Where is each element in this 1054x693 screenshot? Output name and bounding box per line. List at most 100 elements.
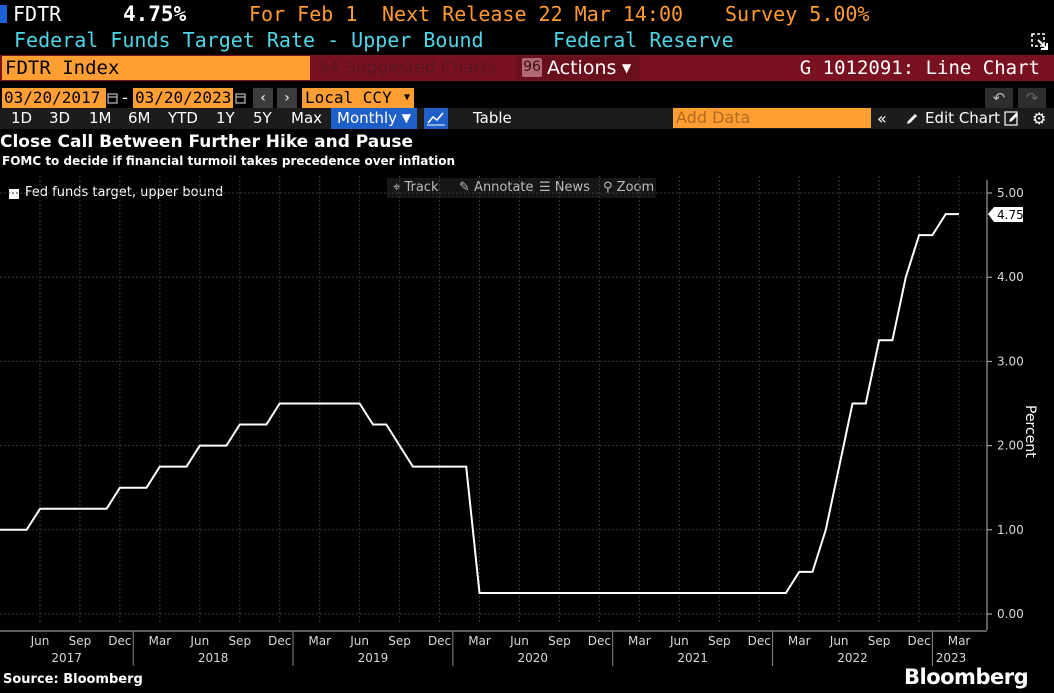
x-tick-month: Dec — [108, 634, 131, 648]
actions-menu-label: Actions — [547, 57, 617, 79]
start-date-field[interactable]: 03/20/2017 — [2, 88, 106, 108]
x-tick-month: Mar — [149, 634, 172, 648]
y-tick-label: 1.00 — [997, 523, 1024, 537]
y-tick-label: 2.00 — [997, 439, 1024, 453]
x-tick-month: Sep — [388, 634, 411, 648]
x-tick-year: 2020 — [518, 651, 549, 665]
y-tick-label: 4.00 — [997, 270, 1024, 284]
x-tick-month: Jun — [349, 634, 369, 648]
y-tick-label: 0.00 — [997, 607, 1024, 621]
pencil-icon[interactable] — [1004, 111, 1020, 127]
period-3d[interactable]: 3D — [49, 109, 71, 127]
x-tick-month: Dec — [907, 634, 930, 648]
x-tick-month: Mar — [468, 634, 491, 648]
currency-select[interactable]: Local CCY ▼ — [302, 88, 414, 108]
caret-down-icon: ▼ — [401, 111, 411, 125]
x-tick-month: Dec — [748, 634, 771, 648]
last-value-label: 4.75 — [997, 208, 1024, 222]
period-1m[interactable]: 1M — [89, 109, 112, 127]
legend-swatch — [9, 189, 19, 199]
ticker[interactable]: FDTR — [13, 2, 62, 26]
y-axis-label: Percent — [1022, 405, 1038, 458]
source-organization: Federal Reserve — [553, 28, 734, 52]
last-value: 4.75% — [123, 2, 187, 26]
next-release-label: Next Release 22 Mar 14:00 — [382, 2, 684, 26]
x-tick-month: Dec — [588, 634, 611, 648]
crosshair-icon: ⌖ — [393, 180, 401, 195]
x-tick-year: 2023 — [936, 651, 967, 665]
last-value-box — [988, 207, 1023, 223]
x-tick-month: Mar — [308, 634, 331, 648]
x-tick-month: Mar — [948, 634, 971, 648]
x-tick-month: Sep — [868, 634, 891, 648]
x-tick-year: 2022 — [837, 651, 868, 665]
last-value-marker: 4.75 — [988, 207, 1024, 223]
gear-icon[interactable]: ⚙ — [1032, 109, 1047, 128]
line-chart-icon[interactable] — [424, 108, 448, 129]
zoom-icon: ⚲ — [603, 180, 613, 195]
news-tool[interactable]: ☰ News — [539, 179, 590, 197]
security-description: Federal Funds Target Rate - Upper Bound — [14, 28, 484, 52]
redo-icon[interactable]: ↷ — [1018, 88, 1046, 108]
chart-axes — [0, 180, 988, 666]
for-date-label: For Feb 1 — [249, 2, 358, 26]
caret-down-icon: ▼ — [622, 61, 632, 75]
x-tick-month: Jun — [829, 634, 849, 648]
chevron-left-icon[interactable]: ‹ — [253, 88, 273, 108]
x-tick-month: Sep — [548, 634, 571, 648]
frequency-value: Monthly — [337, 109, 398, 127]
chart-subtitle: FOMC to decide if financial turmoil take… — [2, 154, 456, 168]
annotate-icon: ✎ — [459, 180, 470, 195]
survey-label: Survey 5.00% — [725, 2, 870, 26]
x-tick-year: 2021 — [677, 651, 708, 665]
news-label: News — [554, 180, 590, 195]
pencil-icon — [907, 114, 917, 124]
annotate-label: Annotate — [474, 180, 534, 195]
annotate-tool[interactable]: ✎ Annotate — [459, 179, 534, 197]
news-icon: ☰ — [539, 180, 551, 195]
chevron-right-icon[interactable]: › — [277, 88, 297, 108]
calendar-icon[interactable] — [235, 91, 246, 105]
frequency-select[interactable]: Monthly ▼ — [331, 108, 417, 129]
security-input[interactable]: FDTR Index — [2, 56, 310, 80]
add-data-input[interactable]: Add Data — [673, 108, 871, 128]
x-tick-month: Dec — [428, 634, 451, 648]
table-button[interactable]: Table — [473, 109, 512, 127]
x-tick-month: Dec — [268, 634, 291, 648]
y-tick-label: 3.00 — [997, 354, 1024, 368]
period-5y[interactable]: 5Y — [253, 109, 272, 127]
popout-icon[interactable] — [1030, 32, 1050, 52]
edit-chart-button[interactable]: Edit Chart — [925, 109, 1001, 127]
x-tick-month: Sep — [69, 634, 92, 648]
end-date-field[interactable]: 03/20/2023 — [133, 88, 233, 108]
period-1d[interactable]: 1D — [11, 109, 33, 127]
period-ytd[interactable]: YTD — [168, 109, 198, 127]
chart-title: Close Call Between Further Hike and Paus… — [0, 132, 414, 152]
x-tick-month: Mar — [788, 634, 811, 648]
x-tick-month: Jun — [669, 634, 689, 648]
x-tick-year: 2019 — [358, 651, 389, 665]
bloomberg-logo: Bloomberg — [904, 665, 1029, 689]
period-1y[interactable]: 1Y — [216, 109, 235, 127]
period-6m[interactable]: 6M — [128, 109, 151, 127]
track-label: Track — [404, 180, 439, 195]
x-tick-year: 2017 — [51, 651, 82, 665]
suggested-charts-button[interactable]: 94 Suggested Charts — [318, 58, 497, 78]
x-tick-month: Sep — [228, 634, 251, 648]
series-line-fed-funds — [0, 213, 959, 594]
x-tick-month: Mar — [628, 634, 651, 648]
date-separator: - — [122, 88, 128, 107]
zoom-tool[interactable]: ⚲ Zoom — [603, 179, 654, 197]
currency-value: Local CCY — [305, 88, 392, 107]
period-max[interactable]: Max — [291, 109, 323, 127]
track-tool[interactable]: ⌖ Track — [393, 179, 439, 197]
y-tick-label: 5.00 — [997, 186, 1024, 200]
calendar-icon[interactable] — [107, 91, 118, 105]
x-axis-ticks: Jun Sep Dec Mar Jun Sep Dec Mar Jun Sep Dec Mar Jun S… — [30, 634, 971, 665]
y-axis-ticks: 0.00 1.00 2.00 3.00 4.00 5.00 — [987, 186, 1024, 621]
x-tick-month: Jun — [30, 634, 50, 648]
undo-icon[interactable]: ↶ — [985, 88, 1013, 108]
x-tick-month: Jun — [189, 634, 209, 648]
double-chevron-left-icon[interactable]: « — [877, 109, 887, 128]
